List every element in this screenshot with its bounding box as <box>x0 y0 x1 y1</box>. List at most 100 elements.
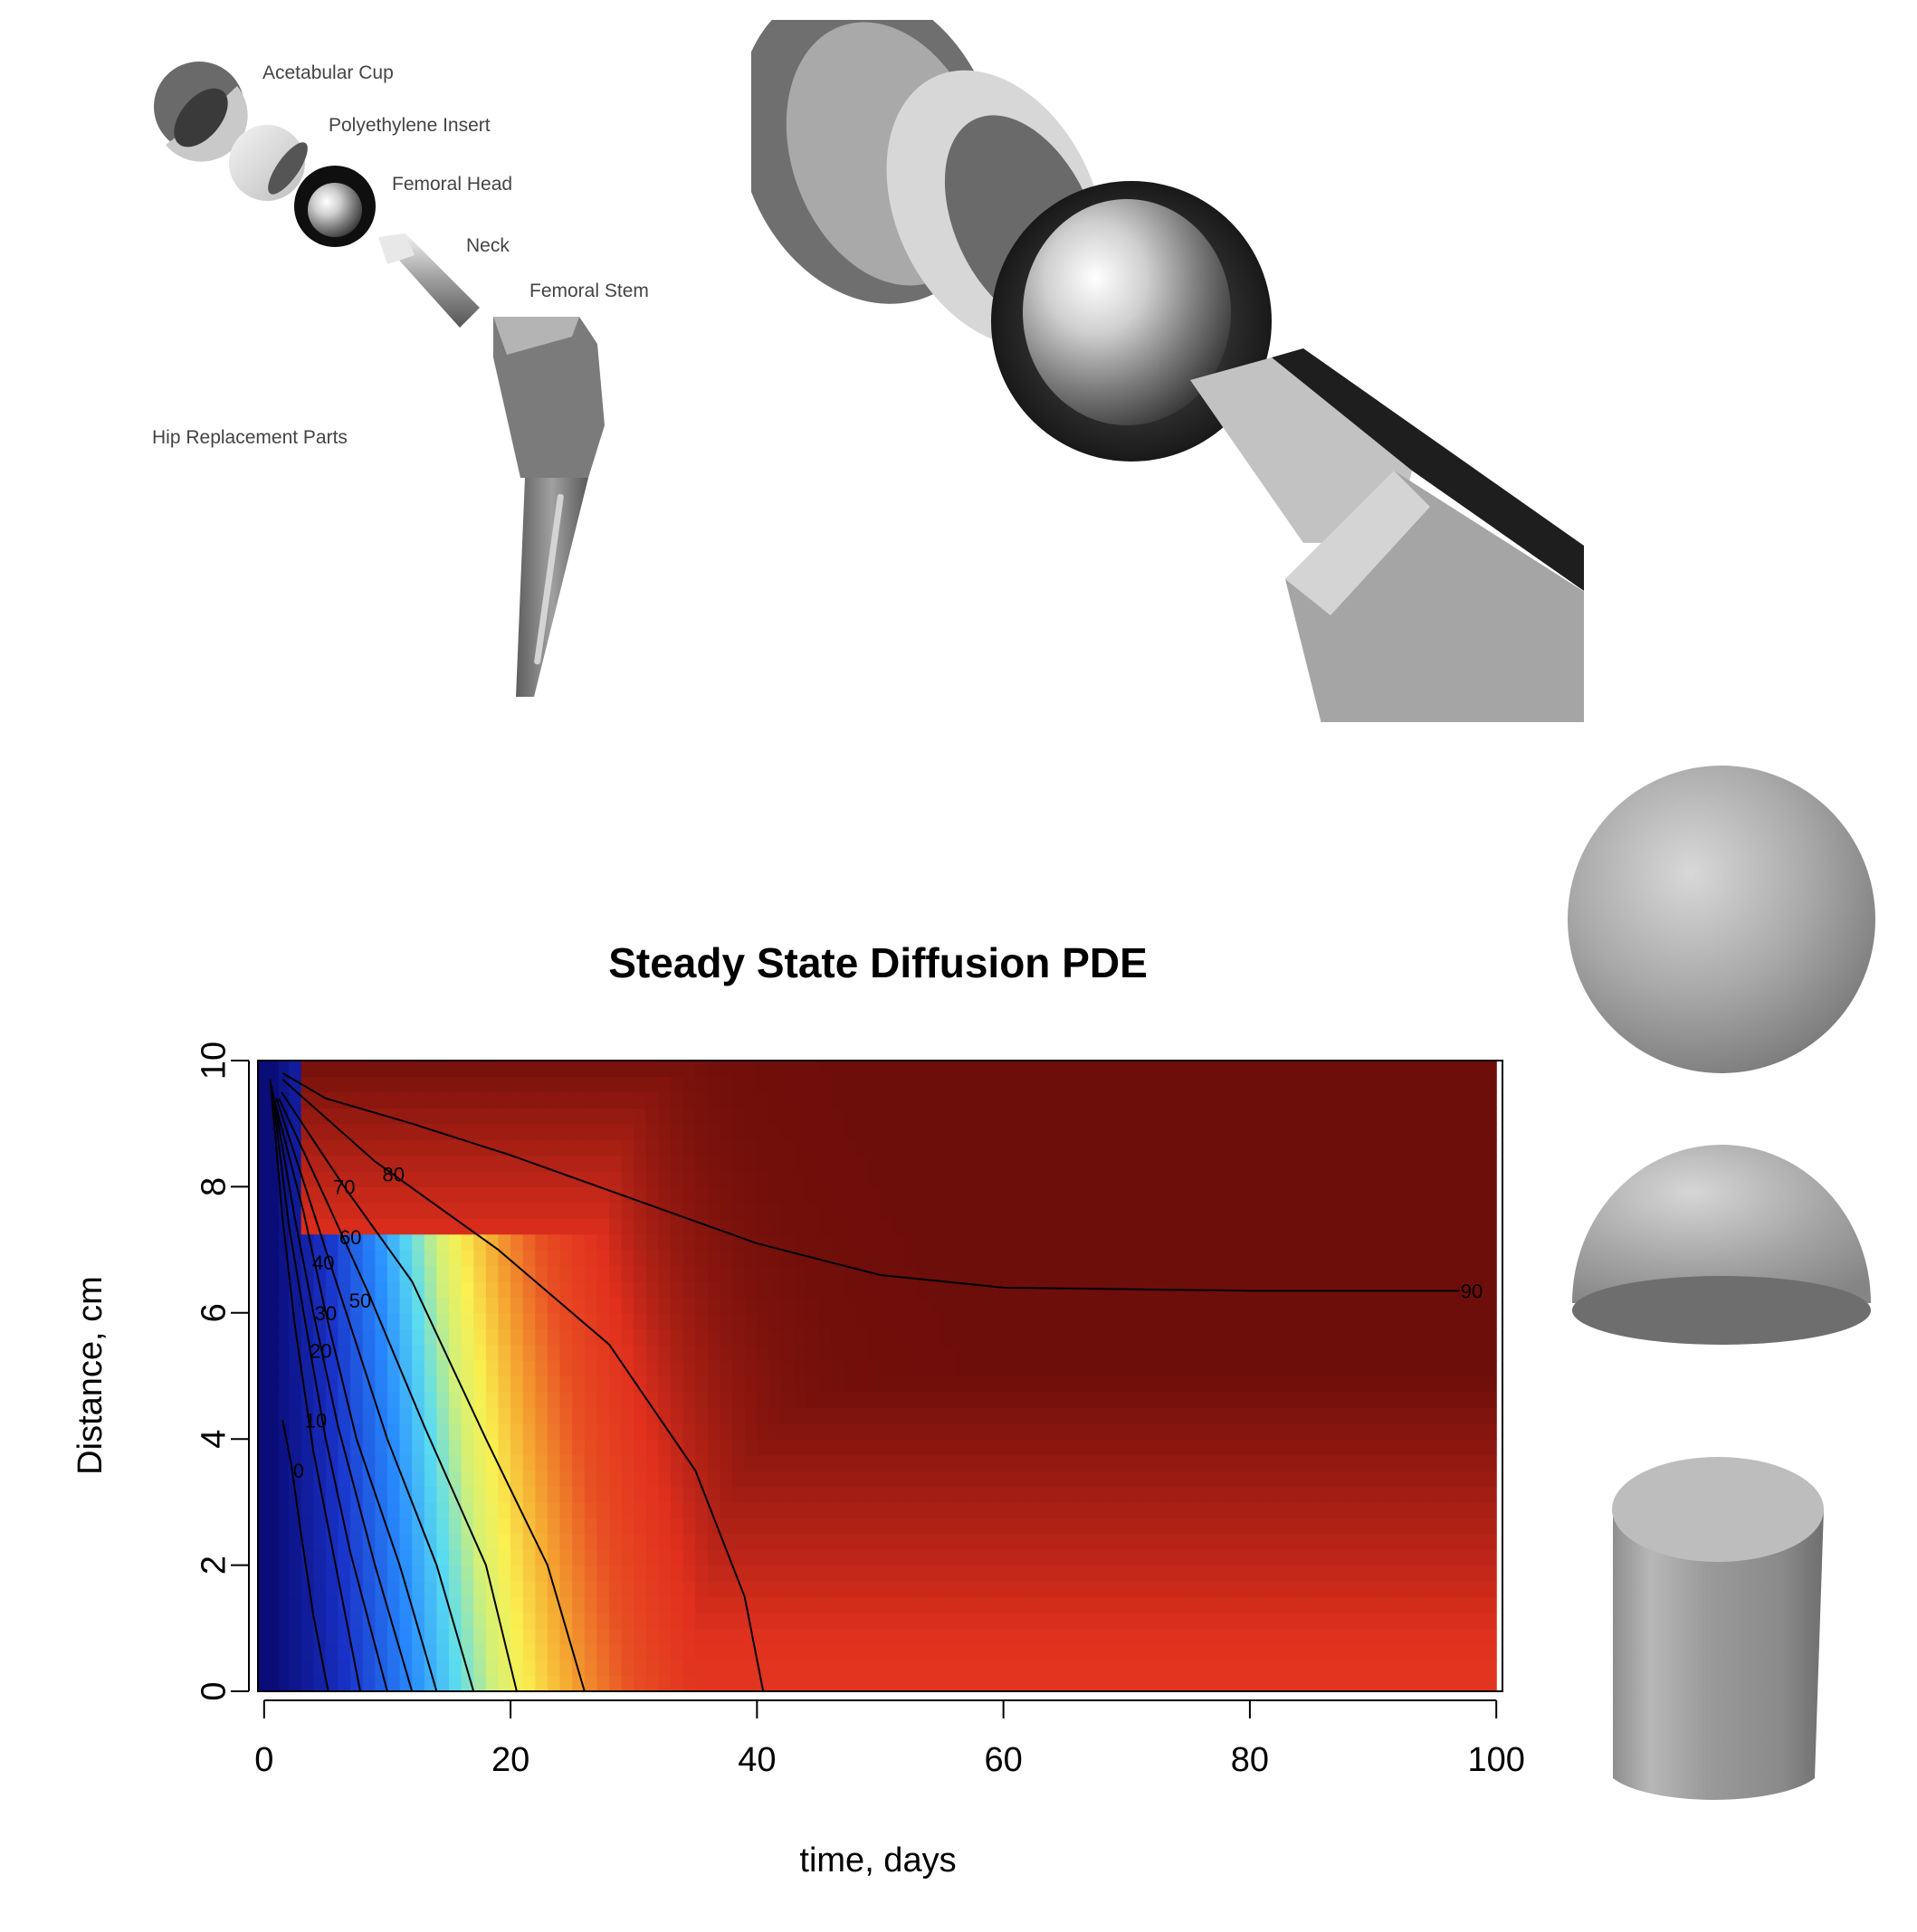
heatmap-cell <box>1323 1170 1337 1187</box>
heatmap-cell <box>1016 1344 1029 1361</box>
heatmap-cell <box>806 1439 820 1456</box>
heatmap-cell <box>695 1675 709 1692</box>
heatmap-cell <box>1446 1218 1460 1235</box>
heatmap-cell <box>1200 1328 1214 1346</box>
heatmap-cell <box>1016 1533 1029 1550</box>
heatmap-cell <box>485 1643 500 1661</box>
heatmap-cell <box>867 1660 882 1677</box>
heatmap-cell <box>695 1407 709 1424</box>
heatmap-cell <box>1274 1312 1288 1329</box>
heatmap-cell <box>1397 1218 1411 1235</box>
heatmap-cell <box>1077 1170 1091 1187</box>
heatmap-cell <box>1373 1328 1387 1346</box>
heatmap-cell <box>1249 1123 1264 1140</box>
heatmap-cell <box>1040 1202 1054 1219</box>
heatmap-cell <box>350 1628 364 1645</box>
heatmap-cell <box>806 1108 820 1125</box>
heatmap-cell <box>572 1155 586 1172</box>
heatmap-cell <box>1262 1375 1275 1393</box>
heatmap-cell <box>806 1675 820 1692</box>
heatmap-cell <box>1139 1391 1152 1408</box>
heatmap-cell <box>695 1454 709 1471</box>
heatmap-cell <box>1435 1061 1448 1078</box>
heatmap-cell <box>1435 1423 1448 1440</box>
heatmap-cell <box>991 1581 1005 1598</box>
heatmap-cell <box>1299 1297 1312 1314</box>
heatmap-cell <box>276 1407 290 1424</box>
heatmap-cell <box>485 1675 500 1692</box>
heatmap-cell <box>1336 1565 1350 1582</box>
heatmap-cell <box>781 1533 795 1550</box>
heatmap-cell <box>1040 1186 1054 1204</box>
heatmap-cell <box>1274 1108 1288 1125</box>
heatmap-cell <box>1102 1250 1115 1267</box>
heatmap-cell <box>768 1344 783 1361</box>
heatmap-cell <box>1040 1076 1054 1093</box>
heatmap-cell <box>325 1470 339 1488</box>
heatmap-cell <box>978 1486 992 1503</box>
heatmap-cell <box>522 1470 536 1488</box>
heatmap-cell <box>559 1108 573 1125</box>
heatmap-cell <box>621 1565 634 1582</box>
heatmap-cell <box>325 1454 339 1471</box>
heatmap-cell <box>1262 1250 1275 1267</box>
heatmap-cell <box>572 1518 586 1535</box>
heatmap-cell <box>1435 1344 1448 1361</box>
cylinder-shape <box>1612 1457 1824 1800</box>
heatmap-cell <box>596 1660 610 1677</box>
heatmap-cell <box>1311 1091 1325 1109</box>
heatmap-cell <box>1459 1170 1473 1187</box>
heatmap-cell <box>645 1533 660 1550</box>
heatmap-cell <box>1237 1470 1251 1488</box>
heatmap-cell <box>954 1407 968 1424</box>
heatmap-cell <box>781 1470 795 1488</box>
heatmap-cell <box>1385 1328 1398 1346</box>
heatmap-cell <box>547 1328 561 1346</box>
heatmap-cell <box>1397 1549 1411 1566</box>
heatmap-cell <box>498 1108 511 1125</box>
heatmap-cell <box>794 1675 807 1692</box>
heatmap-cell <box>609 1091 623 1109</box>
heatmap-cell <box>768 1250 783 1267</box>
heatmap-cell <box>966 1439 980 1456</box>
heatmap-cell <box>362 1186 376 1204</box>
heatmap-cell <box>449 1076 463 1093</box>
heatmap-cell <box>794 1533 807 1550</box>
heatmap-cell <box>1311 1391 1325 1408</box>
heatmap-cell <box>325 1533 339 1550</box>
heatmap-cell <box>1077 1139 1091 1156</box>
heatmap-cell <box>671 1091 684 1109</box>
heatmap-cell <box>1003 1280 1016 1298</box>
heatmap-cell <box>485 1612 500 1629</box>
heatmap-cell <box>929 1108 943 1125</box>
heatmap-cell <box>1435 1312 1448 1329</box>
heatmap-cell <box>1064 1407 1078 1424</box>
heatmap-cell <box>707 1280 721 1298</box>
heatmap-cell <box>276 1091 290 1109</box>
heatmap-cell <box>1336 1501 1350 1518</box>
heatmap-cell <box>485 1391 500 1408</box>
heatmap-cell <box>276 1486 290 1503</box>
heatmap-cell <box>584 1265 597 1282</box>
heatmap-cell <box>572 1423 586 1440</box>
heatmap-cell <box>682 1407 696 1424</box>
heatmap-cell <box>584 1108 597 1125</box>
heatmap-cell <box>1064 1501 1078 1518</box>
heatmap-cell <box>1089 1470 1103 1488</box>
heatmap-cell <box>547 1265 561 1282</box>
heatmap-cell <box>1151 1612 1165 1629</box>
heatmap-cell <box>904 1470 918 1488</box>
heatmap-cell <box>424 1501 437 1518</box>
heatmap-cell <box>1274 1470 1288 1488</box>
heatmap-cell <box>1483 1660 1497 1677</box>
heatmap-cell <box>1385 1423 1398 1440</box>
heatmap-cell <box>1336 1186 1350 1204</box>
heatmap-cell <box>1200 1454 1214 1471</box>
heatmap-cell <box>559 1565 573 1582</box>
heatmap-cell <box>1102 1501 1115 1518</box>
heatmap-cell <box>1053 1312 1066 1329</box>
heatmap-cell <box>386 1139 401 1156</box>
heatmap-cell <box>682 1233 696 1251</box>
heatmap-cell <box>720 1312 733 1329</box>
heatmap-cell <box>1435 1233 1448 1251</box>
